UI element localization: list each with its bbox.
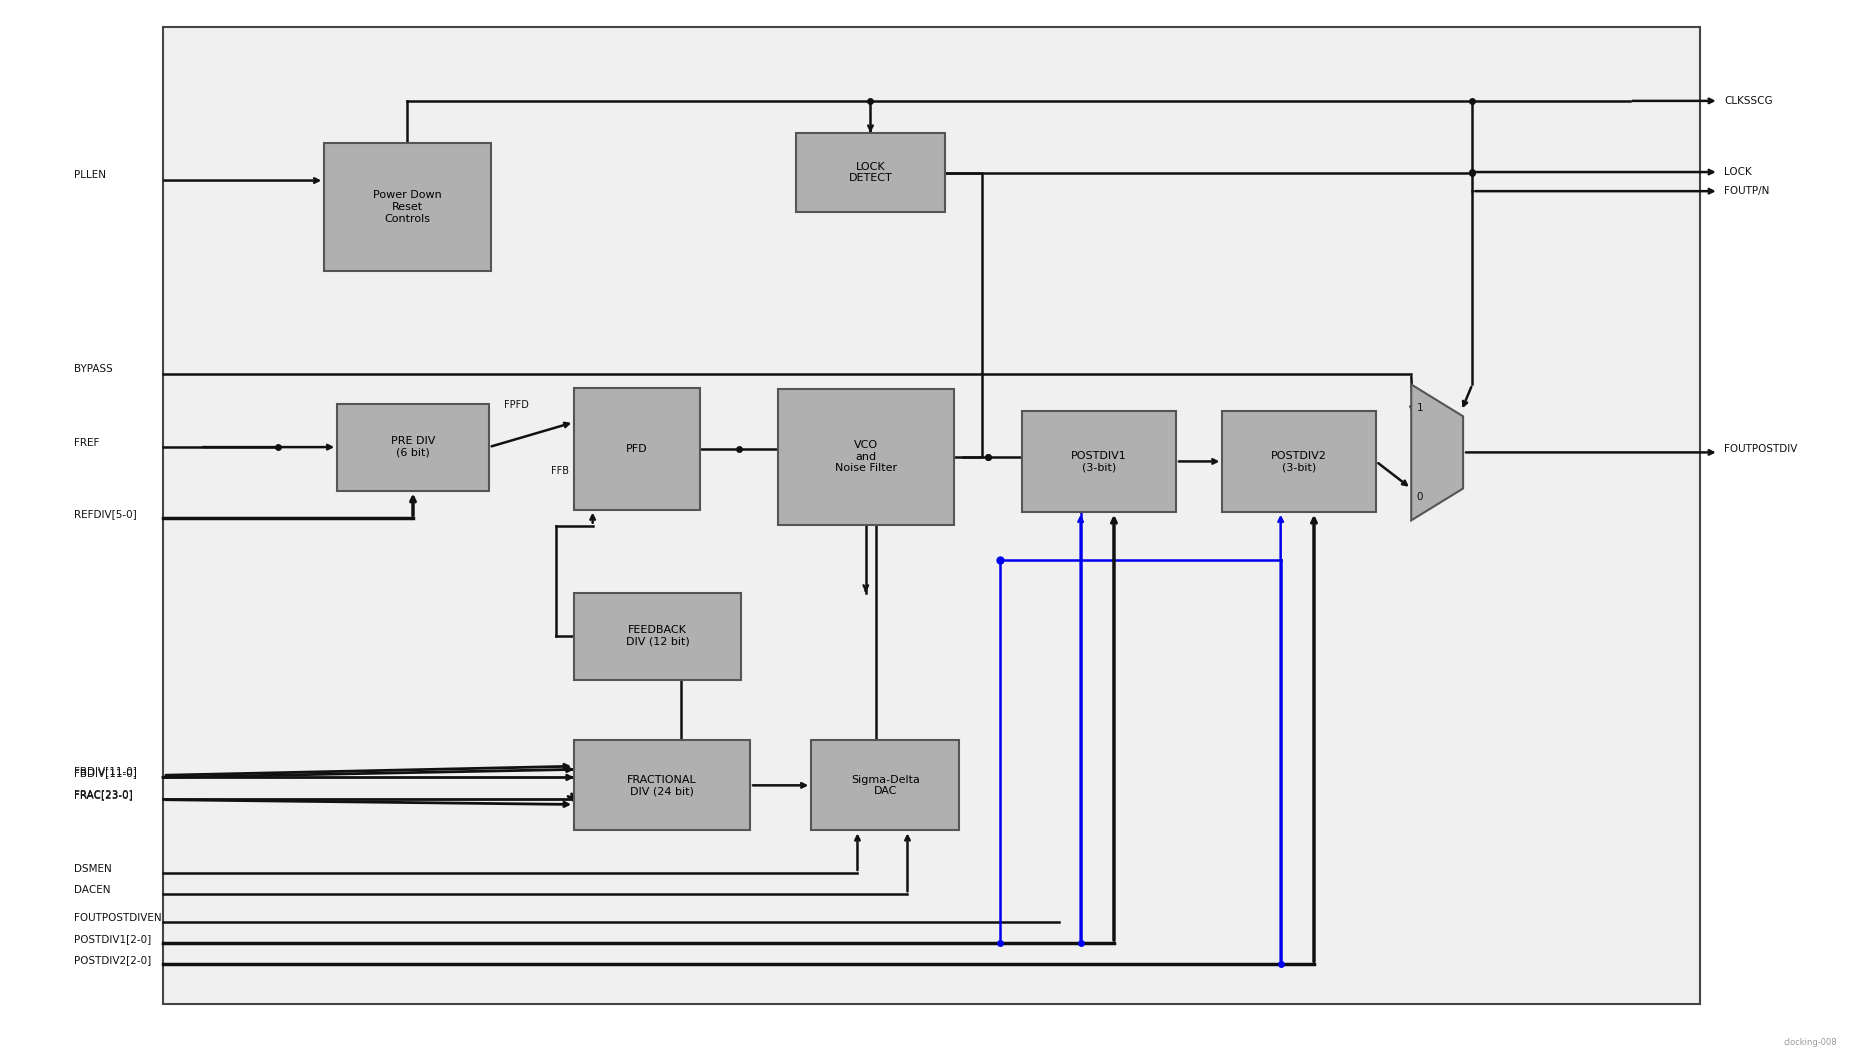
FancyBboxPatch shape: [163, 27, 1700, 1004]
FancyBboxPatch shape: [1222, 411, 1376, 512]
Polygon shape: [1411, 384, 1463, 520]
Text: POSTDIV2
(3-bit): POSTDIV2 (3-bit): [1270, 450, 1328, 473]
Text: 1: 1: [1417, 402, 1424, 413]
Text: DSMEN: DSMEN: [74, 863, 111, 874]
FancyBboxPatch shape: [796, 133, 945, 212]
FancyBboxPatch shape: [324, 143, 491, 271]
Text: FREF: FREF: [74, 438, 100, 448]
Text: LOCK: LOCK: [1724, 167, 1752, 177]
FancyBboxPatch shape: [574, 388, 700, 510]
Text: DACEN: DACEN: [74, 885, 111, 895]
Text: Power Down
Reset
Controls: Power Down Reset Controls: [372, 190, 443, 224]
Text: VCO
and
Noise Filter: VCO and Noise Filter: [835, 440, 896, 474]
Text: FPFD: FPFD: [504, 400, 528, 410]
Text: POSTDIV1
(3-bit): POSTDIV1 (3-bit): [1070, 450, 1128, 473]
FancyBboxPatch shape: [574, 593, 741, 680]
Text: FOUTPOSTDIV: FOUTPOSTDIV: [1724, 444, 1798, 455]
Text: FRAC[23-0]: FRAC[23-0]: [74, 789, 133, 800]
FancyBboxPatch shape: [337, 404, 489, 491]
Text: FRACTIONAL
DIV (24 bit): FRACTIONAL DIV (24 bit): [628, 774, 696, 796]
FancyBboxPatch shape: [1022, 411, 1176, 512]
Text: BYPASS: BYPASS: [74, 363, 113, 374]
Text: 0: 0: [1417, 492, 1424, 502]
Text: FRAC[23-0]: FRAC[23-0]: [74, 790, 133, 801]
Text: REFDIV[5-0]: REFDIV[5-0]: [74, 509, 137, 519]
Text: PFD: PFD: [626, 444, 648, 453]
Text: POSTDIV1[2-0]: POSTDIV1[2-0]: [74, 933, 152, 944]
Text: PRE DIV
(6 bit): PRE DIV (6 bit): [391, 436, 435, 458]
Text: FFB: FFB: [550, 466, 569, 476]
Text: PLLEN: PLLEN: [74, 170, 106, 181]
Text: FOUTPOSTDIVEN: FOUTPOSTDIVEN: [74, 912, 161, 923]
FancyBboxPatch shape: [811, 740, 959, 830]
Text: POSTDIV2[2-0]: POSTDIV2[2-0]: [74, 955, 152, 965]
Text: CLKSSCG: CLKSSCG: [1724, 96, 1772, 106]
Text: FEEDBACK
DIV (12 bit): FEEDBACK DIV (12 bit): [626, 626, 689, 647]
Text: FBDIV[11-0]: FBDIV[11-0]: [74, 768, 137, 778]
Text: FBDIV[11-0]: FBDIV[11-0]: [74, 766, 137, 776]
Text: clocking-008: clocking-008: [1783, 1039, 1837, 1047]
Text: LOCK
DETECT: LOCK DETECT: [848, 161, 893, 184]
Text: Sigma-Delta
DAC: Sigma-Delta DAC: [850, 774, 920, 796]
FancyBboxPatch shape: [778, 389, 954, 525]
Text: FOUTP/N: FOUTP/N: [1724, 186, 1771, 196]
FancyBboxPatch shape: [574, 740, 750, 830]
